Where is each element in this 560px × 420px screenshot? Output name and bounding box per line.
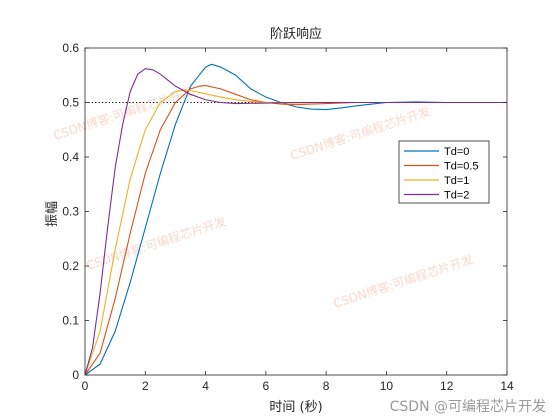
x-tick-label: 14 bbox=[500, 379, 514, 393]
watermark-credit: CSDN @可编程芯片开发 bbox=[389, 399, 546, 415]
y-tick-label: 0.1 bbox=[62, 314, 79, 328]
x-tick-label: 12 bbox=[440, 379, 454, 393]
x-tick-label: 2 bbox=[142, 379, 149, 393]
plot-area bbox=[84, 63, 507, 376]
x-tick-label: 4 bbox=[202, 379, 209, 393]
legend-label: Td=1 bbox=[444, 175, 469, 187]
series-line-td-2 bbox=[84, 68, 507, 376]
chart-title: 阶跃响应 bbox=[270, 26, 322, 42]
x-tick-label: 10 bbox=[380, 379, 394, 393]
y-axis-label: 振幅 bbox=[45, 201, 60, 227]
x-axis-label: 时间 (秒) bbox=[269, 400, 322, 415]
y-tick-label: 0.3 bbox=[62, 205, 79, 219]
y-tick-label: 0.4 bbox=[62, 150, 79, 164]
x-tick-label: 6 bbox=[263, 379, 270, 393]
x-tick-label: 8 bbox=[323, 379, 330, 393]
x-tick-label: 0 bbox=[82, 379, 89, 393]
legend: Td=0 Td=0.5 Td=1 Td=2 bbox=[398, 140, 490, 204]
axes: 0 2 4 6 8 10 12 14 0 0.1 0.2 0.3 0.4 0.5 0.6 bbox=[62, 41, 514, 393]
y-tick-label: 0.5 bbox=[62, 96, 79, 110]
legend-label: Td=2 bbox=[444, 190, 469, 202]
legend-label: Td=0 bbox=[444, 146, 469, 158]
legend-label: Td=0.5 bbox=[444, 161, 479, 173]
y-tick-label: 0.6 bbox=[62, 41, 79, 55]
y-tick-label: 0.2 bbox=[62, 259, 79, 273]
y-tick-label: 0 bbox=[72, 368, 79, 382]
